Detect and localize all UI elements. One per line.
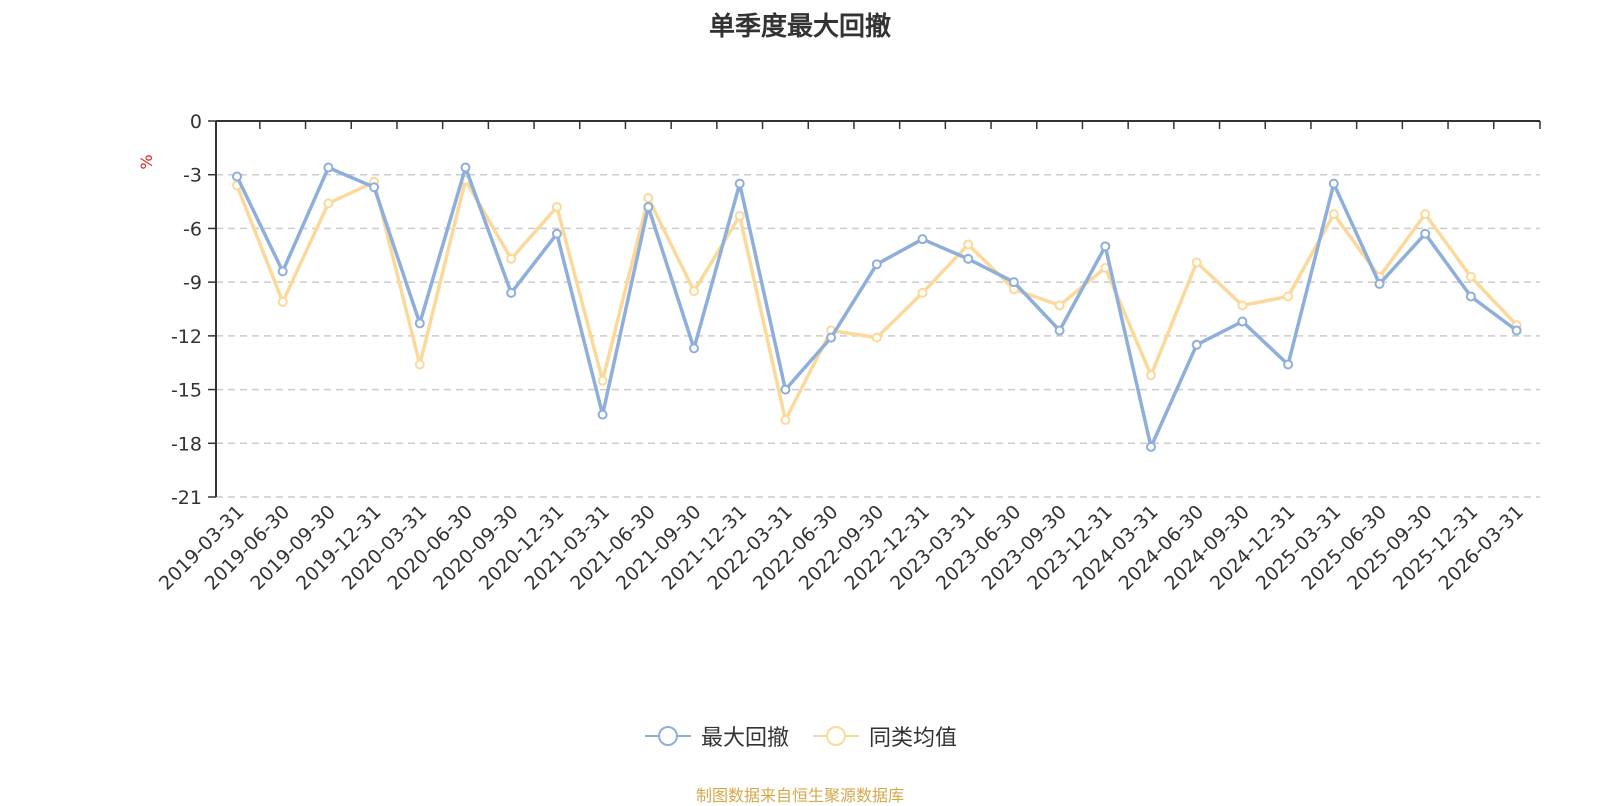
peer-average-point: [1328, 209, 1339, 220]
max-drawdown-point: [460, 162, 471, 173]
y-tick-label: -6: [183, 218, 202, 240]
series-lines: [232, 162, 1522, 452]
max-drawdown-point: [917, 234, 928, 245]
chart-title: 单季度最大回撤: [708, 12, 891, 42]
max-drawdown-point: [1008, 277, 1019, 288]
legend-label-peer-average: 同类均值: [869, 726, 958, 751]
max-drawdown-point: [551, 228, 562, 239]
peer-average-point: [917, 287, 928, 298]
max-drawdown-point: [597, 409, 608, 420]
legend: 最大回撤 同类均值: [0, 720, 1600, 752]
max-drawdown-point: [323, 162, 334, 173]
max-drawdown-point: [1191, 339, 1202, 350]
axis-labels: 0-3-6-9-12-15-18-212019-03-312019-06-302…: [155, 111, 1528, 595]
max-drawdown-point: [232, 171, 242, 182]
source-note: 制图数据来自恒生聚源数据库: [695, 786, 904, 805]
peer-average-point: [277, 296, 288, 307]
peer-average-point: [1146, 370, 1156, 381]
peer-average-point: [780, 415, 791, 426]
peer-average-point: [1283, 291, 1294, 302]
y-tick-label: -15: [171, 380, 202, 402]
legend-swatch-max-drawdown: [644, 726, 691, 746]
peer-average-point: [734, 210, 745, 221]
max-drawdown-point: [643, 201, 654, 212]
peer-average-point: [871, 332, 882, 343]
y-tick-label: -9: [183, 272, 202, 294]
max-drawdown-point: [1511, 325, 1522, 336]
max-drawdown-point: [871, 259, 882, 270]
y-tick-label: -18: [171, 433, 202, 455]
max-drawdown-point: [1465, 291, 1476, 302]
max-drawdown-point: [277, 266, 288, 277]
peer-average-point: [506, 253, 517, 264]
peer-average-point: [1420, 209, 1431, 220]
max-drawdown-point: [734, 178, 745, 189]
max-drawdown-point: [1374, 278, 1385, 289]
max-drawdown-point: [689, 343, 699, 354]
peer-average-point: [551, 201, 562, 212]
legend-item-max-drawdown[interactable]: 最大回撤: [643, 720, 789, 752]
series-line-max-drawdown: [235, 165, 1518, 449]
max-drawdown-point: [780, 384, 791, 395]
peer-average-point: [1191, 257, 1202, 268]
peer-average-point: [963, 239, 974, 250]
max-drawdown-point: [1054, 325, 1065, 336]
peer-average-point: [1054, 300, 1065, 311]
peer-average-point: [643, 192, 654, 203]
max-drawdown-point: [369, 182, 380, 193]
max-drawdown-point: [1328, 178, 1339, 189]
max-drawdown-point: [1237, 316, 1248, 327]
peer-average-point: [1237, 300, 1248, 311]
peer-average-point: [597, 375, 608, 386]
peer-average-point: [323, 198, 334, 209]
max-drawdown-point: [1283, 359, 1294, 370]
legend-label-max-drawdown: 最大回撤: [700, 726, 789, 751]
peer-average-point: [414, 359, 425, 370]
max-drawdown-point: [1420, 228, 1431, 239]
max-drawdown-point: [414, 318, 425, 329]
max-drawdown-point: [1100, 241, 1111, 252]
peer-average-point: [689, 286, 699, 297]
y-tick-label: -21: [171, 487, 202, 509]
y-tick-label: 0: [190, 111, 202, 133]
axes: [208, 120, 1541, 498]
max-drawdown-point: [963, 253, 974, 264]
y-axis-unit-label: %: [137, 154, 156, 169]
y-tick-label: -12: [171, 326, 202, 348]
legend-swatch-peer-average: [813, 726, 859, 746]
y-tick-label: -3: [183, 165, 202, 187]
peer-average-point: [1465, 271, 1476, 282]
max-drawdown-point: [1146, 441, 1156, 452]
max-drawdown-point: [826, 332, 837, 343]
max-drawdown-point: [506, 287, 517, 298]
legend-item-peer-average[interactable]: 同类均值: [811, 720, 957, 752]
